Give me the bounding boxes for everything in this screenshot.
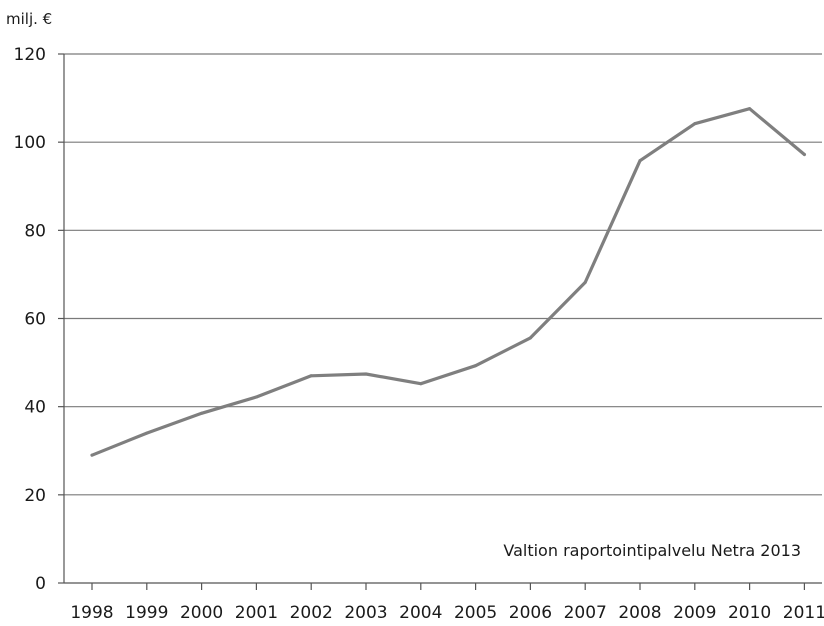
data-point — [200, 411, 204, 415]
x-tick-label: 2010 — [728, 603, 771, 623]
x-tick-label: 2008 — [618, 603, 661, 623]
y-axis-unit-label: milj. € — [6, 10, 52, 28]
source-annotation: Valtion raportointipalvelu Netra 2013 — [503, 541, 801, 560]
x-tick-label: 2009 — [673, 603, 716, 623]
x-tick-label: 2004 — [399, 603, 442, 623]
data-point — [90, 453, 94, 457]
series-layer — [90, 107, 807, 457]
y-tick-label: 0 — [35, 574, 46, 594]
series-line — [90, 107, 807, 457]
data-point — [254, 395, 258, 399]
y-tick-label: 40 — [24, 398, 46, 418]
x-tick-labels: 1998 1999 2000 2001 2002 2003 2004 2005 2006 2007… — [70, 603, 824, 623]
y-tick-label: 80 — [24, 221, 46, 241]
x-tick-label: 2000 — [180, 603, 223, 623]
y-tick-labels: 0 20 40 60 80 100 120 — [14, 45, 46, 594]
data-point — [748, 107, 752, 111]
x-tick-label: 2006 — [509, 603, 552, 623]
data-point — [309, 374, 313, 378]
axes — [58, 53, 822, 590]
data-point — [583, 280, 587, 284]
data-point — [419, 382, 423, 386]
x-tick-label: 2007 — [564, 603, 607, 623]
y-tick-label: 60 — [24, 310, 46, 330]
gridlines — [64, 53, 822, 496]
x-tick-label: 2005 — [454, 603, 497, 623]
x-tick-label: 2003 — [344, 603, 387, 623]
x-tick-label: 2001 — [235, 603, 278, 623]
data-point — [802, 153, 806, 157]
x-tick-label: 2011 — [783, 603, 824, 623]
data-point — [474, 364, 478, 368]
y-tick-label: 100 — [14, 133, 46, 153]
y-tick-label: 20 — [24, 486, 46, 506]
x-tick-label: 2002 — [290, 603, 333, 623]
data-point — [528, 336, 532, 340]
y-tick-label: 120 — [14, 45, 46, 65]
x-tick-label: 1999 — [125, 603, 168, 623]
data-point — [638, 159, 642, 163]
data-point — [693, 122, 697, 126]
data-point — [364, 372, 368, 376]
data-point — [145, 431, 149, 435]
x-tick-label: 1998 — [70, 603, 113, 623]
